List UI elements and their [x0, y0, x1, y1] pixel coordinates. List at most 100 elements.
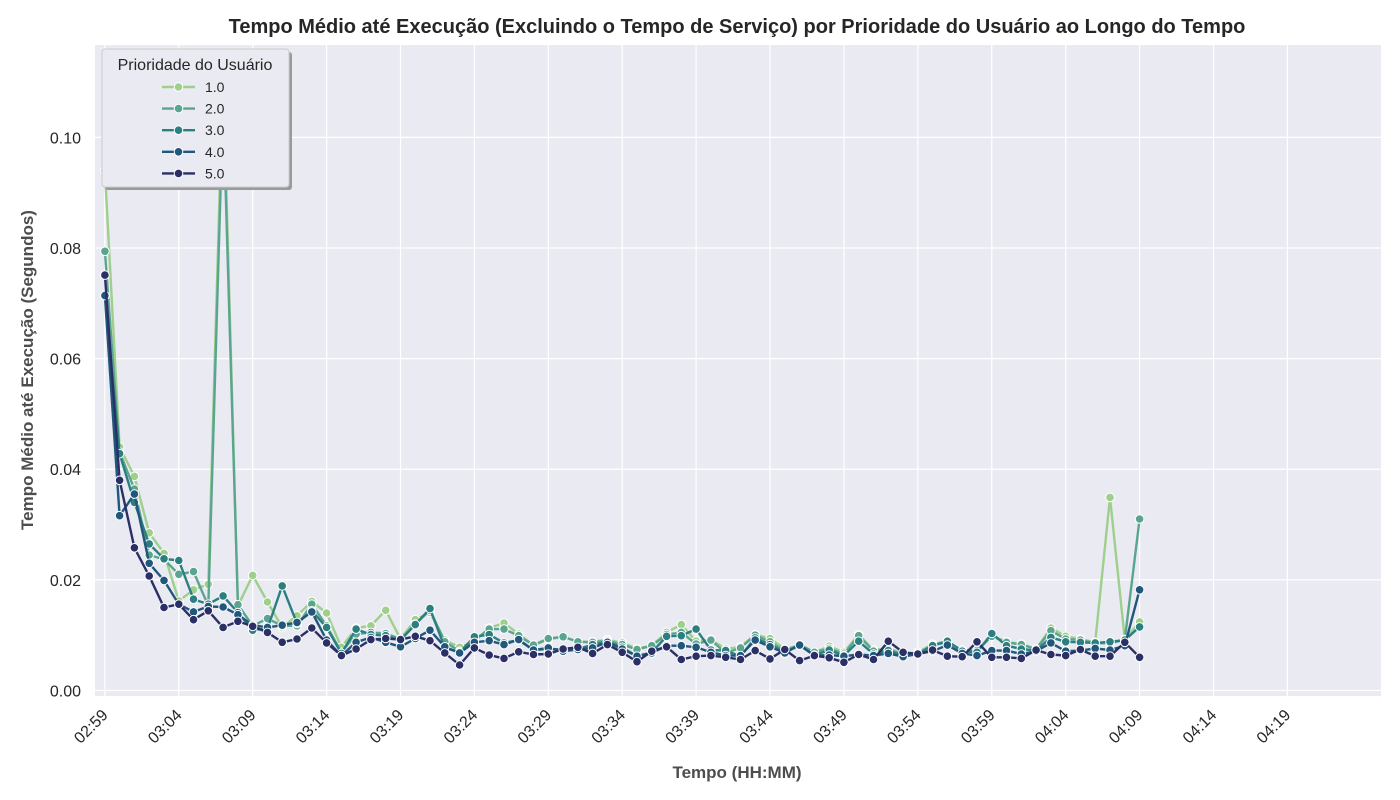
data-point: [987, 628, 997, 639]
x-tick-label: 04:04: [1032, 707, 1072, 747]
y-tick-label: 0.04: [50, 462, 81, 479]
data-point: [720, 652, 731, 663]
data-point: [573, 642, 583, 653]
data-point: [647, 646, 657, 657]
data-point: [144, 558, 154, 569]
data-point: [1105, 492, 1115, 503]
data-point: [188, 594, 199, 605]
data-point: [661, 642, 672, 652]
data-point: [233, 616, 243, 627]
data-point: [839, 657, 849, 668]
data-point: [809, 650, 820, 661]
legend-label: 1.0: [205, 79, 225, 95]
legend-title: Prioridade do Usuário: [118, 57, 273, 74]
data-point: [440, 648, 450, 658]
legend-swatch-marker: [173, 103, 184, 114]
data-point: [913, 649, 923, 659]
legend-label: 2.0: [205, 101, 225, 117]
data-point: [144, 571, 154, 581]
data-point: [558, 632, 568, 642]
data-point: [410, 631, 421, 642]
data-point: [1046, 638, 1056, 648]
data-point: [1120, 637, 1130, 648]
data-point: [454, 660, 465, 670]
legend-swatch-marker: [173, 82, 184, 92]
legend-label: 4.0: [205, 144, 225, 160]
data-point: [129, 543, 140, 553]
data-point: [898, 647, 908, 658]
data-point: [1075, 644, 1086, 655]
data-point: [1060, 650, 1071, 661]
x-tick-label: 04:19: [1254, 707, 1294, 747]
data-point: [750, 645, 761, 656]
data-point: [410, 619, 421, 630]
data-point: [351, 644, 361, 654]
data-point: [972, 637, 982, 647]
data-point: [218, 602, 228, 612]
data-point: [883, 636, 894, 647]
data-point: [100, 270, 110, 280]
legend-items: 1.0 2.0 3.0 4.0 5.0: [162, 79, 225, 181]
data-point: [1134, 514, 1145, 524]
y-tick-label: 0.02: [50, 573, 81, 590]
data-point: [114, 510, 125, 521]
y-tick-label: 0.00: [50, 683, 81, 700]
x-tick-label: 03:39: [663, 707, 703, 747]
data-point: [174, 599, 184, 610]
data-point: [706, 635, 716, 645]
legend-swatch-marker: [173, 125, 184, 135]
y-axis-ticks: 0.00 0.02 0.04 0.06 0.08 0.10: [50, 130, 81, 700]
data-point: [129, 489, 140, 499]
data-point: [247, 621, 258, 632]
data-point: [942, 640, 953, 650]
data-point: [174, 555, 184, 566]
x-tick-label: 04:09: [1106, 707, 1146, 747]
data-point: [203, 606, 214, 616]
data-point: [794, 655, 805, 666]
data-point: [513, 647, 524, 657]
data-point: [425, 603, 435, 614]
data-point: [292, 617, 302, 628]
data-point: [425, 625, 435, 636]
data-point: [159, 602, 169, 613]
x-tick-label: 03:14: [293, 707, 333, 747]
x-axis-ticks: 02:59 03:04 03:09 03:14 03:19 03:24 03:29 03:34…: [71, 707, 1294, 747]
data-point: [617, 647, 628, 658]
data-point: [868, 654, 879, 665]
data-point: [765, 654, 775, 664]
data-point: [735, 654, 746, 665]
data-point: [499, 653, 509, 664]
data-point: [247, 570, 258, 581]
data-point: [883, 648, 894, 659]
data-point: [676, 630, 687, 641]
data-point: [188, 614, 199, 625]
data-point: [543, 633, 554, 644]
x-axis-title: Tempo (HH:MM): [672, 763, 801, 782]
data-point: [425, 635, 435, 646]
x-tick-label: 03:09: [219, 707, 259, 747]
data-point: [307, 607, 317, 617]
series-layer: [100, 67, 1145, 670]
data-point: [159, 575, 169, 586]
x-tick-label: 03:29: [515, 707, 555, 747]
x-tick-label: 03:49: [810, 707, 850, 747]
x-tick-label: 03:54: [884, 707, 924, 747]
data-point: [321, 608, 332, 618]
data-point: [218, 591, 228, 601]
data-point: [484, 635, 495, 646]
y-tick-label: 0.10: [50, 130, 81, 147]
legend: Prioridade do Usuário 1.0 2.0 3.0 4.0 5.0: [101, 48, 292, 190]
data-point: [602, 639, 613, 650]
data-point: [499, 624, 509, 634]
data-point: [307, 623, 317, 633]
data-point: [321, 622, 332, 633]
data-point: [100, 246, 110, 257]
plot-area: [95, 45, 1381, 696]
data-point: [277, 620, 288, 631]
legend-box: [101, 48, 290, 188]
series-5-0: [100, 270, 1145, 670]
data-point: [957, 651, 968, 662]
legend-label: 3.0: [205, 122, 225, 138]
data-point: [676, 640, 687, 651]
